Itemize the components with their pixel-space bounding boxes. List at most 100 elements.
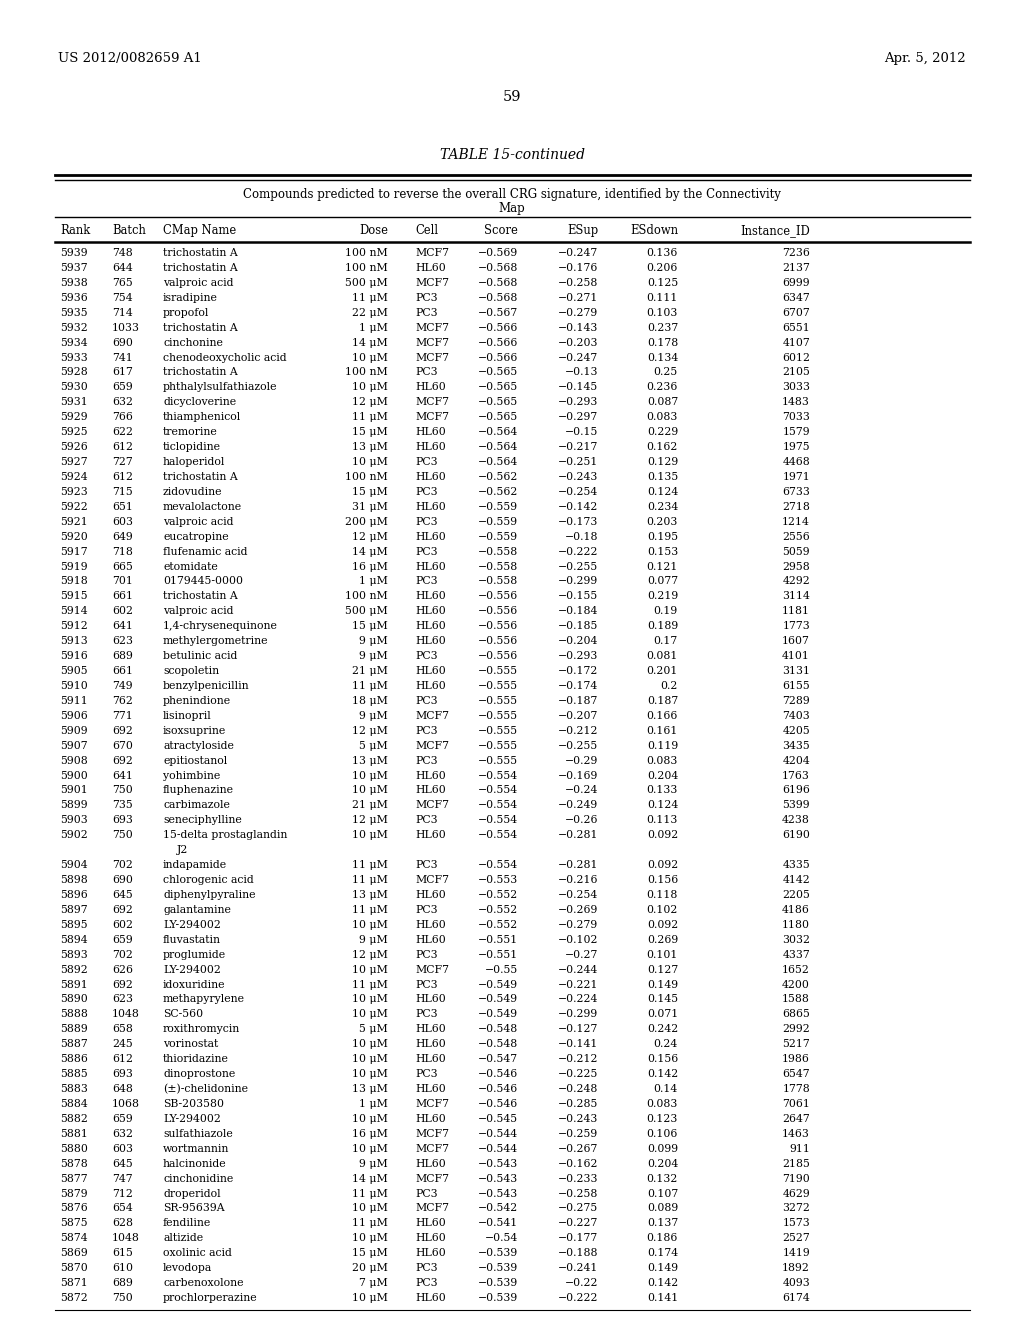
Text: −0.553: −0.553 xyxy=(478,875,518,884)
Text: Apr. 5, 2012: Apr. 5, 2012 xyxy=(885,51,966,65)
Text: 13 μM: 13 μM xyxy=(352,1084,388,1094)
Text: 5869: 5869 xyxy=(60,1249,88,1258)
Text: 2958: 2958 xyxy=(782,561,810,572)
Text: roxithromycin: roxithromycin xyxy=(163,1024,241,1035)
Text: 645: 645 xyxy=(112,1159,133,1168)
Text: 1986: 1986 xyxy=(782,1055,810,1064)
Text: −0.254: −0.254 xyxy=(558,487,598,496)
Text: 4468: 4468 xyxy=(782,457,810,467)
Text: 0.092: 0.092 xyxy=(647,861,678,870)
Text: 612: 612 xyxy=(112,473,133,482)
Text: PC3: PC3 xyxy=(415,979,437,990)
Text: 13 μM: 13 μM xyxy=(352,890,388,900)
Text: MCF7: MCF7 xyxy=(415,875,449,884)
Text: 0.134: 0.134 xyxy=(647,352,678,363)
Text: 615: 615 xyxy=(112,1249,133,1258)
Text: −0.248: −0.248 xyxy=(558,1084,598,1094)
Text: 5872: 5872 xyxy=(60,1294,88,1303)
Text: 750: 750 xyxy=(112,830,133,841)
Text: 5909: 5909 xyxy=(60,726,88,735)
Text: thiamphenicol: thiamphenicol xyxy=(163,412,242,422)
Text: 11 μM: 11 μM xyxy=(352,906,388,915)
Text: 0.087: 0.087 xyxy=(647,397,678,408)
Text: 693: 693 xyxy=(112,816,133,825)
Text: −0.568: −0.568 xyxy=(477,263,518,273)
Text: indapamide: indapamide xyxy=(163,861,227,870)
Text: 6155: 6155 xyxy=(782,681,810,690)
Text: HL60: HL60 xyxy=(415,532,445,541)
Text: −0.551: −0.551 xyxy=(478,949,518,960)
Text: trichostatin A: trichostatin A xyxy=(163,367,238,378)
Text: −0.558: −0.558 xyxy=(478,561,518,572)
Text: 14 μM: 14 μM xyxy=(352,338,388,347)
Text: PC3: PC3 xyxy=(415,906,437,915)
Text: lisinopril: lisinopril xyxy=(163,710,212,721)
Text: −0.566: −0.566 xyxy=(477,338,518,347)
Text: −0.549: −0.549 xyxy=(478,994,518,1005)
Text: cinchonidine: cinchonidine xyxy=(163,1173,233,1184)
Text: 5938: 5938 xyxy=(60,277,88,288)
Text: −0.204: −0.204 xyxy=(558,636,598,647)
Text: 5911: 5911 xyxy=(60,696,88,706)
Text: −0.279: −0.279 xyxy=(558,308,598,318)
Text: 16 μM: 16 μM xyxy=(352,561,388,572)
Text: carbenoxolone: carbenoxolone xyxy=(163,1278,244,1288)
Text: 0.187: 0.187 xyxy=(647,696,678,706)
Text: 702: 702 xyxy=(112,949,133,960)
Text: 10 μM: 10 μM xyxy=(352,920,388,929)
Text: 0.118: 0.118 xyxy=(646,890,678,900)
Text: 1048: 1048 xyxy=(112,1233,140,1243)
Text: propofol: propofol xyxy=(163,308,209,318)
Text: −0.224: −0.224 xyxy=(558,994,598,1005)
Text: 0.083: 0.083 xyxy=(646,412,678,422)
Text: 641: 641 xyxy=(112,622,133,631)
Text: fluphenazine: fluphenazine xyxy=(163,785,234,796)
Text: 5887: 5887 xyxy=(60,1039,88,1049)
Text: −0.293: −0.293 xyxy=(558,651,598,661)
Text: −0.546: −0.546 xyxy=(478,1100,518,1109)
Text: 628: 628 xyxy=(112,1218,133,1229)
Text: 2185: 2185 xyxy=(782,1159,810,1168)
Text: oxolinic acid: oxolinic acid xyxy=(163,1249,231,1258)
Text: 12 μM: 12 μM xyxy=(352,532,388,541)
Text: proglumide: proglumide xyxy=(163,949,226,960)
Text: 0.204: 0.204 xyxy=(647,1159,678,1168)
Text: 3435: 3435 xyxy=(782,741,810,751)
Text: 500 μM: 500 μM xyxy=(345,606,388,616)
Text: −0.556: −0.556 xyxy=(478,606,518,616)
Text: 13 μM: 13 μM xyxy=(352,755,388,766)
Text: PC3: PC3 xyxy=(415,367,437,378)
Text: −0.545: −0.545 xyxy=(478,1114,518,1123)
Text: HL60: HL60 xyxy=(415,1024,445,1035)
Text: 5912: 5912 xyxy=(60,622,88,631)
Text: US 2012/0082659 A1: US 2012/0082659 A1 xyxy=(58,51,202,65)
Text: −0.54: −0.54 xyxy=(484,1233,518,1243)
Text: −0.542: −0.542 xyxy=(478,1204,518,1213)
Text: 6999: 6999 xyxy=(782,277,810,288)
Text: 693: 693 xyxy=(112,1069,133,1080)
Text: 0.236: 0.236 xyxy=(646,383,678,392)
Text: 0.103: 0.103 xyxy=(646,308,678,318)
Text: carbimazole: carbimazole xyxy=(163,800,229,810)
Text: 0.189: 0.189 xyxy=(647,622,678,631)
Text: 10 μM: 10 μM xyxy=(352,1233,388,1243)
Text: 6551: 6551 xyxy=(782,322,810,333)
Text: 754: 754 xyxy=(112,293,133,302)
Text: 0.083: 0.083 xyxy=(646,755,678,766)
Text: 11 μM: 11 μM xyxy=(352,1218,388,1229)
Text: 10 μM: 10 μM xyxy=(352,457,388,467)
Text: 1579: 1579 xyxy=(782,428,810,437)
Text: dinoprostone: dinoprostone xyxy=(163,1069,236,1080)
Text: 0.206: 0.206 xyxy=(646,263,678,273)
Text: −0.162: −0.162 xyxy=(557,1159,598,1168)
Text: 5889: 5889 xyxy=(60,1024,88,1035)
Text: 5913: 5913 xyxy=(60,636,88,647)
Text: 1773: 1773 xyxy=(782,622,810,631)
Text: MCF7: MCF7 xyxy=(415,352,449,363)
Text: 5 μM: 5 μM xyxy=(359,1024,388,1035)
Text: 2556: 2556 xyxy=(782,532,810,541)
Text: −0.279: −0.279 xyxy=(558,920,598,929)
Text: yohimbine: yohimbine xyxy=(163,771,220,780)
Text: 4142: 4142 xyxy=(782,875,810,884)
Text: fendiline: fendiline xyxy=(163,1218,211,1229)
